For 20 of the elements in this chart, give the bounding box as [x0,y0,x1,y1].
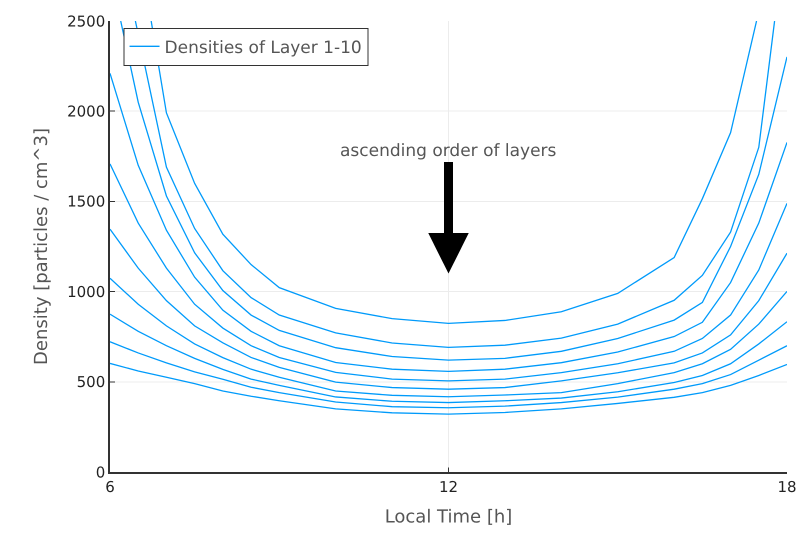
x-tick-label: 12 [438,478,458,496]
line-series [110,314,787,404]
x-tick-label: 6 [105,478,115,496]
line-series [110,228,787,390]
annotation: ascending order of layers [340,141,557,161]
y-tick-label: 0 [96,463,106,482]
y-tick-label: 2500 [67,12,106,30]
y-tick-label: 1000 [67,282,106,301]
y-tick-label: 2000 [67,102,106,120]
line-series [110,341,787,408]
y-axis-title: Density [particles / cm^3] [30,128,52,365]
line-series [110,362,787,415]
line-series [110,163,787,382]
x-tick-label: 18 [777,478,797,496]
line-series [110,72,787,372]
y-tick-label: 500 [76,373,106,392]
legend-label: Densities of Layer 1-10 [164,38,362,58]
line-series [110,278,787,398]
x-axis-title: Local Time [h] [384,506,512,528]
y-tick-label: 1500 [67,192,106,211]
